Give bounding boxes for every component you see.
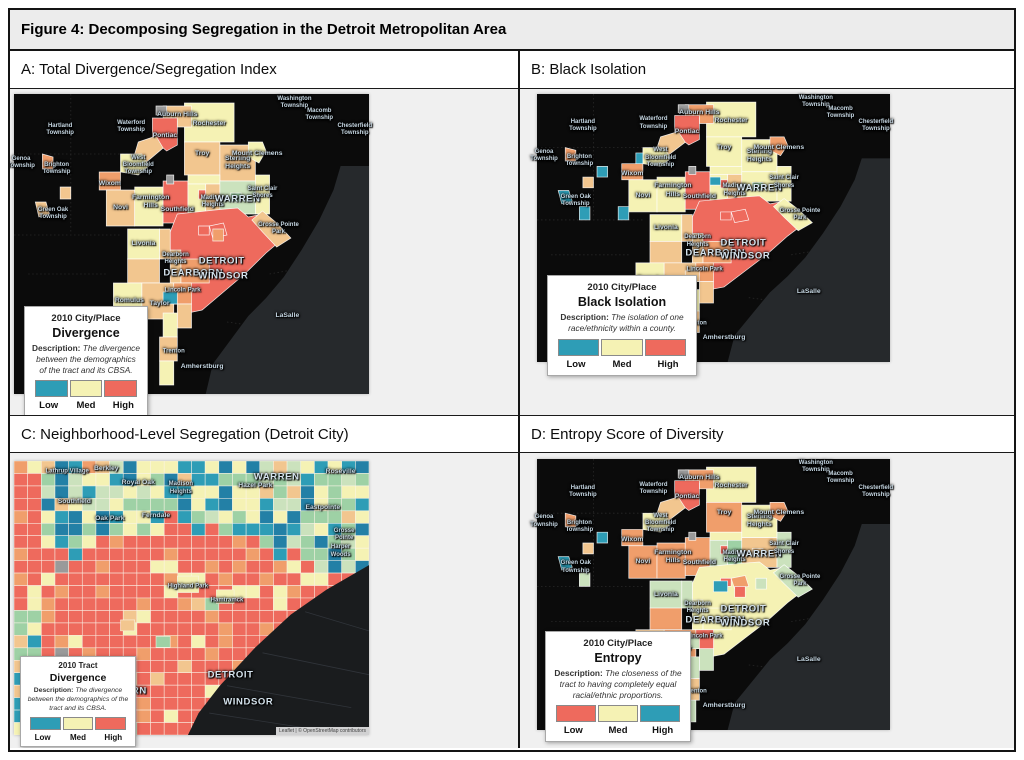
legend-labels: Low Med High bbox=[551, 725, 685, 736]
legend-swatch bbox=[598, 705, 638, 723]
legend-swatch bbox=[30, 717, 61, 731]
legend-title: Divergence bbox=[49, 672, 107, 684]
legend-labels: Low Med High bbox=[25, 733, 131, 742]
legend-description: Description: The closeness of the tract … bbox=[554, 668, 682, 700]
legend-swatch bbox=[558, 338, 600, 356]
legend-color-bar bbox=[555, 705, 681, 723]
legend-swatch-label: Low bbox=[563, 725, 583, 737]
legend-swatch-label: High bbox=[652, 725, 674, 737]
legend-swatch-label: High bbox=[104, 733, 123, 743]
map-total-divergence[interactable]: Hartland Township Brighton Township Genoa … bbox=[10, 94, 372, 415]
legend-description: Description: The divergence between the … bbox=[32, 343, 140, 375]
legend-swatch bbox=[556, 705, 596, 723]
map-legend: 2010 City/Place Divergence Description: Th… bbox=[24, 306, 148, 415]
legend-title: Divergence bbox=[52, 326, 120, 340]
panel-a-header: A: Total Divergence/Segregation Index bbox=[10, 51, 520, 89]
map-attribution: Leaflet | © OpenStreetMap contributors bbox=[276, 727, 369, 735]
legend-description: Description: The divergence between the … bbox=[27, 687, 129, 712]
legend-swatch-label: Low bbox=[39, 400, 59, 412]
legend-swatch-label: Med bbox=[608, 725, 628, 737]
legend-swatch bbox=[95, 717, 127, 731]
panel-b-header: B: Black Isolation bbox=[520, 51, 1014, 89]
map-tract-divergence[interactable]: Lathrup Village Berkley Royal Oak Madison H… bbox=[14, 461, 369, 748]
legend-year-label: 2010 Tract bbox=[58, 661, 98, 670]
legend-swatch-label: High bbox=[657, 358, 679, 370]
map-legend: 2010 Tract Divergence Description: The div… bbox=[20, 656, 136, 748]
legend-color-bar bbox=[29, 717, 127, 731]
panel-c-content: Lathrup Village Berkley Royal Oak Madison H… bbox=[10, 453, 520, 748]
figure-title: Figure 4: Decomposing Segregation in the… bbox=[10, 10, 1014, 51]
legend-color-bar bbox=[557, 338, 687, 356]
legend-swatch bbox=[62, 717, 94, 731]
legend-year-label: 2010 City/Place bbox=[587, 282, 657, 293]
legend-title: Entropy bbox=[594, 651, 642, 665]
legend-swatch-label: Med bbox=[69, 733, 86, 743]
legend-swatch bbox=[69, 380, 103, 398]
legend-description: Description: The isolation of one race/e… bbox=[560, 312, 684, 333]
legend-color-bar bbox=[34, 380, 138, 398]
figure-container: Figure 4: Decomposing Segregation in the… bbox=[8, 8, 1016, 752]
legend-swatch-label: Low bbox=[566, 358, 586, 370]
legend-swatch bbox=[35, 380, 68, 398]
panel-a-content: Hartland Township Brighton Township Genoa … bbox=[10, 89, 520, 416]
legend-labels: Low Med High bbox=[30, 400, 142, 411]
legend-swatch bbox=[104, 380, 138, 398]
legend-swatch-label: High bbox=[112, 400, 134, 412]
panel-b-content: Hartland Township Brighton Township Genoa … bbox=[520, 89, 1014, 416]
legend-title: Black Isolation bbox=[577, 295, 667, 309]
legend-labels: Low Med High bbox=[553, 359, 691, 370]
legend-swatch bbox=[640, 705, 680, 723]
legend-swatch-label: Med bbox=[76, 400, 96, 412]
map-legend: 2010 City/Place Black Isolation Descriptio… bbox=[547, 275, 697, 376]
legend-swatch bbox=[601, 338, 643, 356]
legend-swatch bbox=[644, 338, 686, 356]
panel-d-header: D: Entropy Score of Diversity bbox=[520, 416, 1014, 453]
panel-grid: A: Total Divergence/Segregation Index B:… bbox=[10, 51, 1014, 748]
panel-d-content: Hartland Township Brighton Township Genoa … bbox=[520, 453, 1014, 748]
legend-swatch-label: Low bbox=[34, 733, 51, 743]
legend-swatch-label: Med bbox=[612, 358, 632, 370]
map-entropy[interactable]: Hartland Township Brighton Township Genoa … bbox=[530, 459, 893, 743]
panel-c-header: C: Neighborhood-Level Segregation (Detro… bbox=[10, 416, 520, 453]
map-legend: 2010 City/Place Entropy Description: The c… bbox=[545, 631, 691, 743]
map-black-isolation[interactable]: Hartland Township Brighton Township Genoa … bbox=[530, 94, 893, 376]
legend-year-label: 2010 City/Place bbox=[51, 313, 121, 324]
legend-year-label: 2010 City/Place bbox=[583, 638, 653, 649]
